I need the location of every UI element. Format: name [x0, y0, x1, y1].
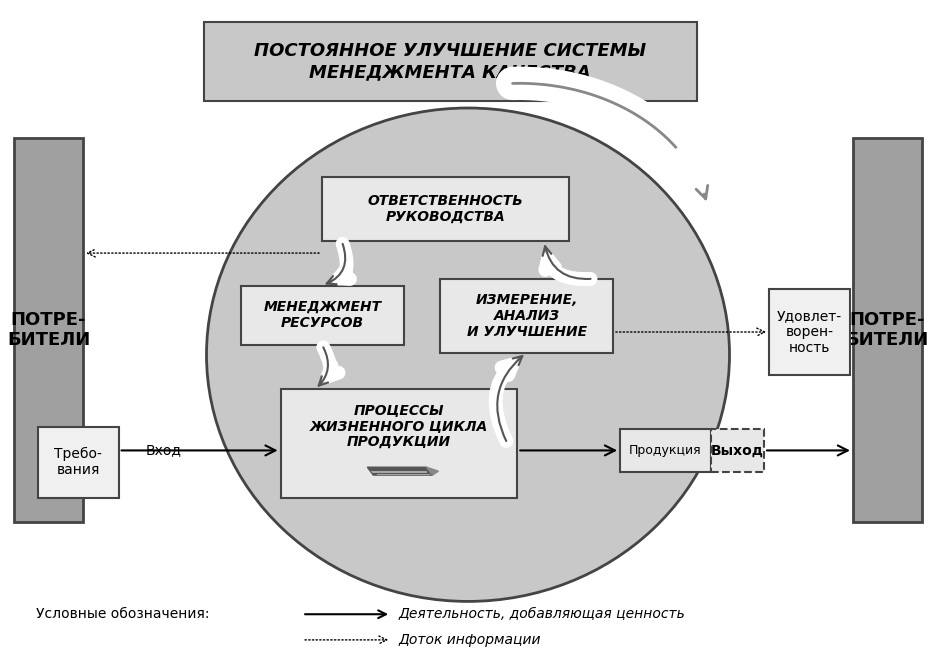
FancyBboxPatch shape [203, 22, 697, 101]
Text: Удовлет-
ворен-
ность: Удовлет- ворен- ность [777, 309, 842, 355]
Text: ПОТРЕ-
БИТЕЛИ: ПОТРЕ- БИТЕЛИ [7, 310, 90, 350]
Polygon shape [367, 468, 432, 475]
Text: Условные обозначения:: Условные обозначения: [36, 607, 210, 621]
FancyBboxPatch shape [281, 389, 518, 498]
Text: МЕНЕДЖМЕНТ
РЕСУРСОВ: МЕНЕДЖМЕНТ РЕСУРСОВ [263, 300, 382, 330]
Text: ПОСТОЯННОЕ УЛУЧШЕНИЕ СИСТЕМЫ
МЕНЕДЖМЕНТА КАЧЕСТВА: ПОСТОЯННОЕ УЛУЧШЕНИЕ СИСТЕМЫ МЕНЕДЖМЕНТА… [255, 42, 646, 81]
Text: Выход: Выход [711, 444, 764, 458]
FancyBboxPatch shape [241, 286, 403, 345]
FancyBboxPatch shape [322, 177, 569, 241]
Text: Требо-
вания: Требо- вания [54, 447, 102, 478]
FancyBboxPatch shape [853, 138, 922, 522]
FancyBboxPatch shape [440, 279, 613, 353]
Text: ИЗМЕРЕНИЕ,
АНАЛИЗ
И УЛУЧШЕНИЕ: ИЗМЕРЕНИЕ, АНАЛИЗ И УЛУЧШЕНИЕ [467, 292, 587, 339]
Text: Доток информации: Доток информации [399, 633, 541, 647]
Text: Вход: Вход [146, 444, 183, 458]
FancyBboxPatch shape [710, 429, 764, 472]
Text: ПОТРЕ-
БИТЕЛИ: ПОТРЕ- БИТЕЛИ [846, 310, 929, 350]
Text: ПРОЦЕССЫ
ЖИЗНЕННОГО ЦИКЛА
ПРОДУКЦИИ: ПРОЦЕССЫ ЖИЗНЕННОГО ЦИКЛА ПРОДУКЦИИ [310, 402, 488, 449]
Text: Продукция: Продукция [629, 444, 702, 457]
Text: ОТВЕТСТВЕННОСТЬ
РУКОВОДСТВА: ОТВЕТСТВЕННОСТЬ РУКОВОДСТВА [367, 194, 523, 224]
FancyBboxPatch shape [620, 429, 710, 472]
FancyBboxPatch shape [14, 138, 83, 522]
FancyBboxPatch shape [769, 288, 850, 376]
FancyBboxPatch shape [37, 427, 119, 498]
Ellipse shape [207, 108, 729, 601]
Polygon shape [427, 468, 438, 475]
Text: Деятельность, добавляющая ценность: Деятельность, добавляющая ценность [399, 607, 686, 621]
